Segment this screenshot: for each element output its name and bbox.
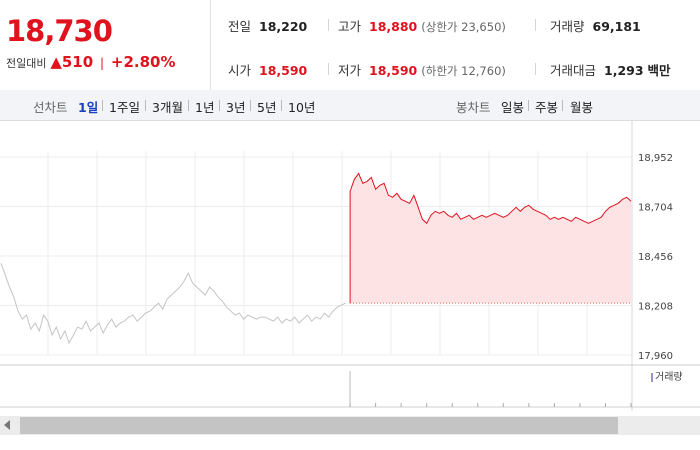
change-label: 전일대비	[6, 57, 47, 70]
tab-daily-candle[interactable]: 일봉	[501, 100, 525, 115]
stat-value: 18,590	[369, 63, 418, 78]
up-triangle-icon: ▲	[50, 53, 62, 71]
tab-3m[interactable]: 3개월	[152, 100, 183, 115]
prior-price-line	[0, 263, 347, 345]
stat-value: 18,880	[369, 19, 418, 34]
volume-panel: 거래량	[349, 371, 683, 407]
candle-chart-label: 봉차트	[456, 100, 491, 115]
stat-open: 시가 18,590	[228, 60, 307, 79]
change-value: 510	[61, 53, 94, 71]
tab-monthly-candle[interactable]: 월봉	[570, 100, 594, 115]
stat-high: 고가 18,880 (상한가 23,650)	[338, 16, 506, 35]
stat-low: 저가 18,590 (하한가 12,760)	[338, 60, 506, 79]
tab-divider	[145, 100, 146, 111]
divider	[535, 19, 536, 31]
volume-legend-swatch	[651, 373, 653, 382]
divider	[328, 19, 329, 31]
stat-value: 18,220	[259, 19, 308, 34]
tab-divider	[250, 100, 251, 111]
divider	[535, 63, 536, 75]
y-axis: 18,952 18,704 18,456 18,208 17,960	[638, 153, 673, 362]
stat-value: 1,293	[604, 63, 644, 78]
divider	[328, 63, 329, 75]
scroll-left-arrow-icon[interactable]	[4, 420, 10, 430]
tab-3y[interactable]: 3년	[226, 100, 246, 115]
price-chart[interactable]: 18,952 18,704 18,456 18,208 17,960 거래량	[0, 121, 700, 411]
change-separator: |	[100, 56, 105, 70]
lower-limit: (하한가 12,760)	[421, 64, 506, 78]
tab-divider	[188, 100, 189, 111]
stat-label: 전일	[228, 19, 252, 34]
chart-scrollbar[interactable]	[0, 412, 700, 438]
stat-value: 69,181	[592, 19, 641, 34]
current-price: 18,730	[6, 14, 113, 48]
tab-divider	[219, 100, 220, 111]
y-tick-label: 18,704	[638, 203, 673, 214]
stat-volume: 거래량 69,181	[550, 16, 641, 35]
tab-1w[interactable]: 1주일	[109, 100, 140, 115]
chart-marks	[0, 172, 632, 345]
tab-10y[interactable]: 10년	[288, 100, 316, 115]
tab-5y[interactable]: 5년	[257, 100, 277, 115]
quote-header: 18,730 전일대비 ▲510 | +2.80% 전일 18,220 고가 18,…	[0, 0, 700, 91]
stats-panel: 전일 18,220 고가 18,880 (상한가 23,650) 거래량 69,181 …	[210, 0, 700, 90]
chart-tabs: 선차트 1일 1주일 3개월 1년 3년 5년 10년 봉차트 일봉 주봉 월봉	[0, 90, 700, 121]
price-box: 18,730 전일대비 ▲510 | +2.80%	[0, 0, 211, 90]
stat-value: 18,590	[259, 63, 308, 78]
stat-unit: 백만	[647, 63, 671, 78]
tab-1d[interactable]: 1일	[78, 100, 99, 115]
price-line	[349, 172, 632, 304]
line-chart-label: 선차트	[33, 100, 68, 115]
tab-divider	[102, 100, 103, 111]
change-row: 전일대비 ▲510 | +2.80%	[6, 53, 175, 71]
volume-legend: 거래량	[655, 371, 683, 383]
y-tick-label: 18,208	[638, 302, 673, 313]
stat-amount: 거래대금 1,293 백만	[550, 60, 671, 79]
y-tick-label: 17,960	[638, 351, 673, 362]
stat-label: 고가	[338, 19, 362, 34]
price-chart-svg: 18,952 18,704 18,456 18,208 17,960 거래량	[0, 121, 700, 411]
stat-label: 시가	[228, 63, 252, 78]
y-tick-label: 18,456	[638, 252, 673, 263]
tab-weekly-candle[interactable]: 주봉	[535, 100, 559, 115]
price-area-fill	[350, 173, 631, 304]
stat-prev-close: 전일 18,220	[228, 16, 307, 35]
stat-label: 저가	[338, 63, 362, 78]
tab-1y[interactable]: 1년	[195, 100, 215, 115]
tab-divider	[528, 100, 529, 111]
tab-divider	[562, 100, 563, 111]
scroll-thumb[interactable]	[20, 417, 618, 434]
stat-label: 거래량	[550, 19, 585, 34]
y-tick-label: 18,952	[638, 153, 673, 164]
footer-space	[0, 438, 700, 450]
upper-limit: (상한가 23,650)	[421, 20, 506, 34]
stat-label: 거래대금	[550, 63, 597, 78]
change-percent: +2.80%	[110, 53, 176, 71]
tab-divider	[281, 100, 282, 111]
